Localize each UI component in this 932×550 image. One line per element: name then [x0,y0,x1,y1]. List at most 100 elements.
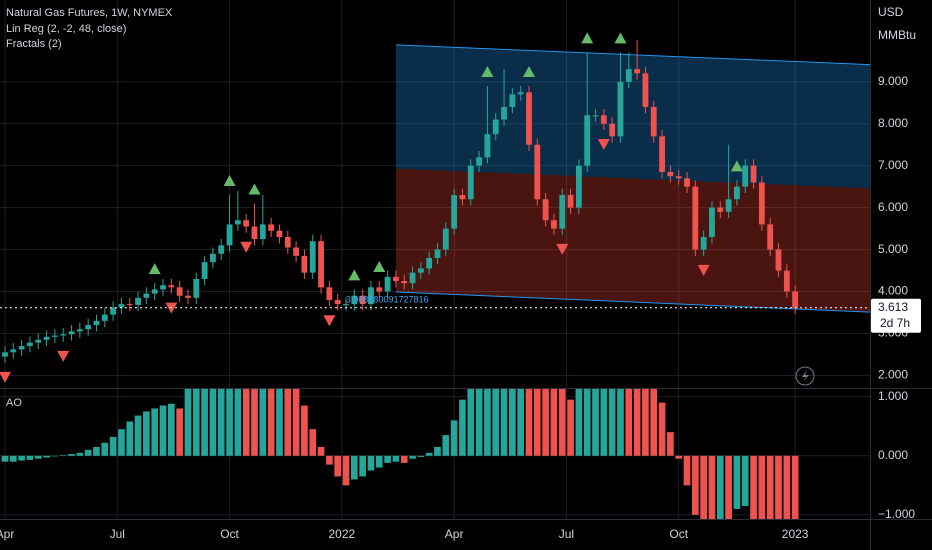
legend-ao: AO [6,397,22,409]
candle-body [384,276,391,292]
candle-body [243,220,250,227]
ao-bar [400,455,408,463]
candle-body [126,304,133,306]
fractal-down [240,241,253,253]
channel [395,44,870,313]
ao-bar [650,389,658,456]
fractal-down [0,371,11,383]
x-tick-label: 2022 [328,527,355,541]
ao-bar [326,455,333,465]
ao-bar [143,411,150,456]
ao-bar [68,454,75,456]
ao-bar [558,389,566,456]
ao-bar [625,389,633,456]
ao-bar [26,455,34,460]
candle-body [68,331,75,335]
y-tick-label: 9.000 [878,74,908,88]
candle-body [451,195,458,229]
candle-body [484,134,491,158]
ao-bar [334,455,342,477]
x-tick-label: Jul [559,527,574,541]
fractal-up [581,32,594,44]
ao-bar [725,455,732,519]
ao-bar [592,389,599,456]
candle-body [193,278,200,298]
candle-body [476,157,482,166]
candle-body [542,199,549,221]
ao-bar [583,389,591,456]
y-tick-label: 7.000 [878,158,908,172]
candle-body [783,270,790,292]
ao-bar [517,389,524,456]
candle-body [284,236,291,248]
channel-lower-fill [395,168,870,313]
candle-body [792,291,799,308]
candle-body [110,307,117,315]
ao-bar [791,455,799,519]
ao-bar [350,455,358,480]
candle-body [35,339,42,343]
channel-label: 3.988880091727816 [346,294,429,304]
ao-bar [442,435,450,456]
candle-body [758,182,765,225]
candle-body [160,285,166,290]
candle-body [85,325,92,330]
ao-bar [600,389,608,456]
x-tick-label: Apr [0,527,14,541]
ao-bar [542,389,549,456]
y-tick-label: 6.000 [878,200,908,214]
ao-bar [251,389,258,456]
ao-bar [658,402,666,456]
candle-body [293,247,300,256]
candle-body [567,195,574,208]
y-tick-label: 5.000 [878,242,908,256]
y-tick-label: 0.000 [878,448,908,462]
ao-bar [783,455,791,519]
replay-icon[interactable] [795,366,815,386]
candle-body [93,320,100,326]
candle-body [409,272,416,284]
ao-bar [18,455,25,461]
unit: MMBtu [878,28,916,42]
ao-bar [675,455,683,459]
ao-bar [217,389,225,456]
channel-upper-line [395,44,870,66]
candle-body [276,230,283,237]
candle-body [442,228,449,250]
ao-bar [192,389,200,456]
ao-bar [550,389,558,456]
candle-body [118,304,125,308]
ao-bar [417,455,425,457]
fractal-up [614,32,627,44]
ao-bar [118,429,125,456]
candle-body [634,69,641,74]
candle-body [326,287,333,300]
ao-bar [525,389,533,456]
ao-bar [9,455,17,462]
candle-body [592,115,599,117]
ao-bar [633,389,641,456]
fractal-up [373,261,386,273]
price-pane [0,32,799,383]
candle-body [659,136,665,172]
candle-body [725,199,732,212]
ao-bar [367,455,375,471]
fractal-up [730,160,743,172]
ao-bar [766,455,774,519]
candle-body [334,299,341,305]
candle-body [551,220,557,229]
candle-body [709,207,715,237]
candle-body [700,236,707,250]
candle-body [101,314,108,321]
candle-body [10,349,17,353]
ao-bar [509,389,516,456]
ao-bar [692,455,699,515]
candle-body [575,165,582,208]
ao-bar [267,389,275,456]
x-tick-label: Apr [445,527,464,541]
ao-bar [201,389,208,456]
candle-body [509,94,516,107]
candle-body [600,115,607,124]
candle-body [301,255,308,273]
